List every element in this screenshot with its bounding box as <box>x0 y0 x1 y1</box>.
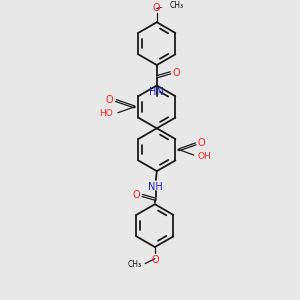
Text: CH₃: CH₃ <box>169 1 184 10</box>
Text: O: O <box>151 255 159 265</box>
Text: O: O <box>133 190 140 200</box>
Text: O: O <box>198 138 205 148</box>
Text: NH: NH <box>148 182 163 192</box>
Text: O: O <box>153 3 160 13</box>
Text: O: O <box>172 68 180 78</box>
Text: HO: HO <box>99 109 113 118</box>
Text: O: O <box>105 95 113 105</box>
Text: OH: OH <box>198 152 212 161</box>
Text: HN: HN <box>149 87 164 98</box>
Text: CH₃: CH₃ <box>128 260 142 269</box>
